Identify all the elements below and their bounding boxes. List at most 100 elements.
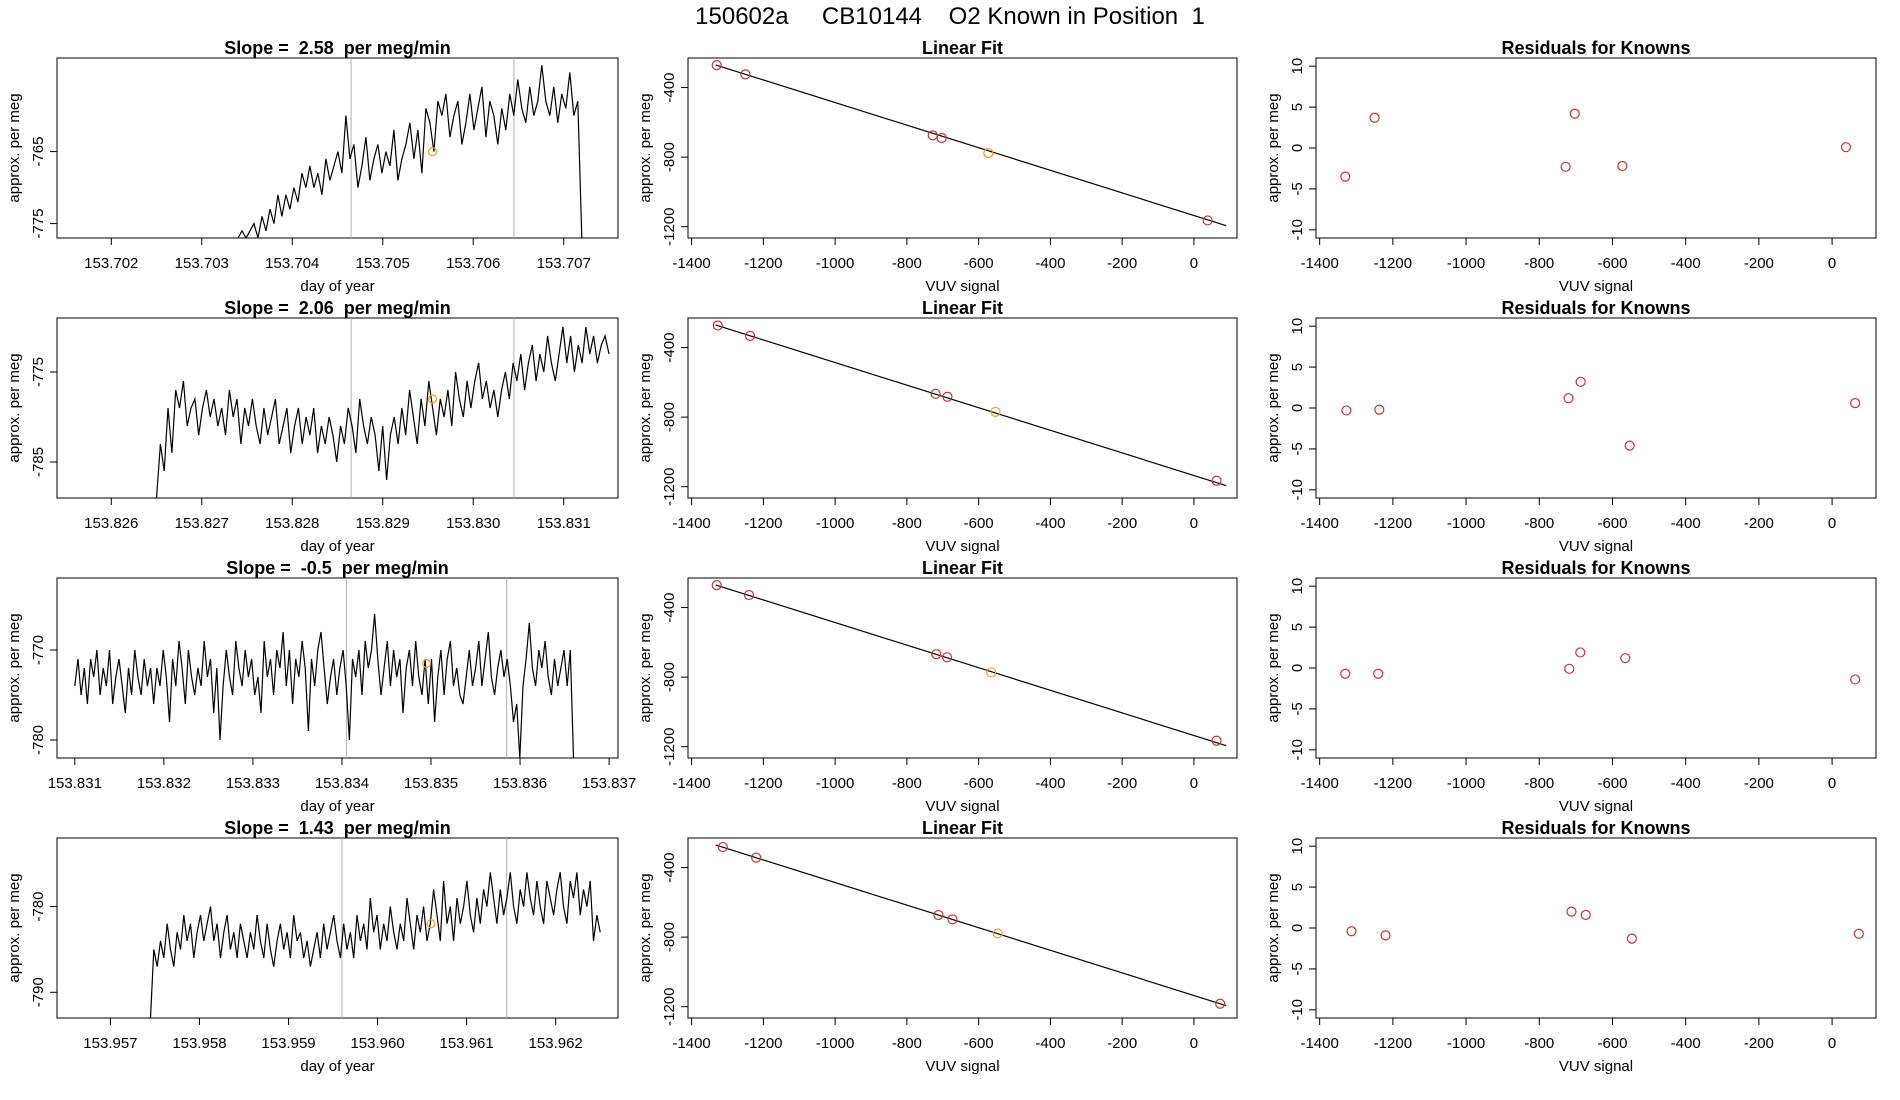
x-tick-label: -1000 xyxy=(1447,515,1485,532)
chart-panel-11: Linear Fit VUV signal approx. per meg -1400… xyxy=(637,818,1238,1075)
x-tick-label: -400 xyxy=(1035,1035,1065,1052)
data-point xyxy=(983,148,994,159)
plot-frame xyxy=(687,57,1238,239)
plot-frame xyxy=(1315,577,1877,759)
data-point xyxy=(1850,397,1861,409)
y-tick-label: -10 xyxy=(1289,479,1306,501)
data-point xyxy=(711,60,722,71)
chart-title: Residuals for Knowns xyxy=(1501,38,1690,58)
x-tick-label: 153.835 xyxy=(404,775,458,792)
y-axis-label: approx. per meg xyxy=(1265,873,1282,982)
y-tick-label: -800 xyxy=(661,402,678,432)
data-series-line xyxy=(149,872,601,1018)
y-tick-label: -400 xyxy=(661,73,678,103)
x-tick-label: -800 xyxy=(1524,515,1554,532)
y-tick-label: 0 xyxy=(1289,404,1306,412)
data-point xyxy=(1341,405,1352,416)
x-tick-label: 153.707 xyxy=(537,255,591,272)
x-axis-label: day of year xyxy=(300,278,374,295)
data-point xyxy=(1566,906,1577,917)
y-tick-label: 10 xyxy=(1289,578,1306,595)
plot-frame xyxy=(687,837,1238,1019)
data-point xyxy=(1215,998,1226,1009)
data-point xyxy=(744,330,756,342)
data-point xyxy=(1346,926,1357,937)
x-tick-label: -1400 xyxy=(672,775,710,792)
data-point xyxy=(1840,142,1852,153)
chart-title: Slope = 1.43 per meg/min xyxy=(224,818,451,838)
data-point xyxy=(1211,475,1222,486)
y-tick-label: -775 xyxy=(30,209,47,239)
x-tick-label: -200 xyxy=(1107,255,1137,272)
x-tick-label: 0 xyxy=(1190,775,1198,792)
x-tick-label: -200 xyxy=(1744,775,1774,792)
chart-panel-6: Residuals for Knowns VUV signal approx. pe… xyxy=(1265,298,1877,555)
data-point xyxy=(1580,909,1591,921)
chart-panel-10: Slope = 1.43 per meg/min day of year appro… xyxy=(6,818,619,1075)
x-tick-label: -1200 xyxy=(744,255,782,272)
x-tick-label: -400 xyxy=(1035,255,1065,272)
highlight-point xyxy=(421,658,432,669)
data-point xyxy=(743,589,755,601)
chart-panel-5: Linear Fit VUV signal approx. per meg -1400… xyxy=(637,298,1238,555)
x-tick-label: 153.959 xyxy=(261,1035,315,1052)
data-point xyxy=(1569,108,1580,119)
x-tick-label: -1400 xyxy=(1300,1035,1338,1052)
x-tick-label: 0 xyxy=(1190,515,1198,532)
y-axis-label: approx. per meg xyxy=(637,613,654,722)
x-tick-label: -600 xyxy=(1597,255,1627,272)
data-point xyxy=(1575,647,1586,658)
y-tick-label: -780 xyxy=(30,892,47,922)
x-tick-label: 153.961 xyxy=(440,1035,494,1052)
x-axis-label: VUV signal xyxy=(1559,1058,1633,1075)
chart-title: Linear Fit xyxy=(922,38,1003,58)
plot-frame xyxy=(1315,317,1877,499)
y-axis-label: approx. per meg xyxy=(1265,93,1282,202)
y-tick-label: -790 xyxy=(30,977,47,1007)
x-tick-label: 153.958 xyxy=(172,1035,226,1052)
data-point xyxy=(712,320,723,331)
x-tick-label: 153.957 xyxy=(83,1035,137,1052)
page-title: 150602a CB10144 O2 Known in Position 1 xyxy=(695,3,1205,30)
plot-frame xyxy=(687,317,1238,499)
y-axis-label: approx. per meg xyxy=(637,353,654,462)
chart-title: Slope = 2.06 per meg/min xyxy=(224,298,451,318)
x-tick-label: 0 xyxy=(1190,1035,1198,1052)
chart-title: Residuals for Knowns xyxy=(1501,818,1690,838)
x-tick-label: -1400 xyxy=(672,1035,710,1052)
y-tick-label: -400 xyxy=(661,853,678,883)
data-point xyxy=(1853,928,1864,939)
x-tick-label: -800 xyxy=(892,775,922,792)
plot-area xyxy=(1340,108,1852,182)
chart-panel-1: Slope = 2.58 per meg/min day of year appro… xyxy=(6,38,619,295)
data-point xyxy=(936,132,947,144)
x-axis-label: VUV signal xyxy=(1559,278,1633,295)
y-tick-label: 0 xyxy=(1289,144,1306,152)
x-tick-label: -1200 xyxy=(1374,1035,1412,1052)
data-point xyxy=(717,841,728,853)
y-tick-label: 0 xyxy=(1289,664,1306,672)
data-point xyxy=(1850,674,1861,685)
data-point xyxy=(1560,161,1571,172)
plot-frame xyxy=(56,577,619,759)
chart-panel-7: Slope = -0.5 per meg/min day of year appro… xyxy=(6,558,636,815)
data-point xyxy=(992,928,1003,939)
y-axis-label: approx. per meg xyxy=(6,353,23,462)
x-tick-label: 153.831 xyxy=(48,775,102,792)
x-tick-label: -1000 xyxy=(1447,1035,1485,1052)
data-point xyxy=(1369,112,1380,123)
x-tick-label: 153.830 xyxy=(446,515,500,532)
x-axis-label: day of year xyxy=(300,1058,374,1075)
x-tick-label: -200 xyxy=(1744,255,1774,272)
x-tick-label: 153.836 xyxy=(493,775,547,792)
x-tick-label: 153.827 xyxy=(175,515,229,532)
x-tick-label: 153.704 xyxy=(265,255,319,272)
data-point xyxy=(1380,930,1391,941)
x-tick-label: 153.828 xyxy=(265,515,319,532)
y-tick-label: -10 xyxy=(1289,739,1306,761)
x-axis-label: VUV signal xyxy=(925,278,999,295)
y-axis-label: approx. per meg xyxy=(6,613,23,722)
y-tick-label: 10 xyxy=(1289,318,1306,335)
y-tick-label: 5 xyxy=(1289,623,1306,631)
data-point xyxy=(931,649,942,660)
